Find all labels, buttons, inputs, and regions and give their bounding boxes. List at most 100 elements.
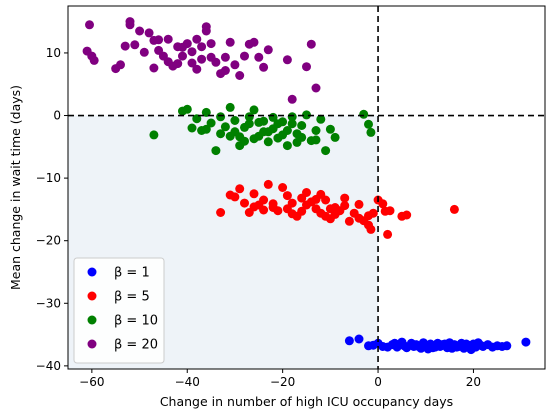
data-point bbox=[225, 102, 235, 112]
data-point bbox=[139, 47, 149, 57]
data-point bbox=[330, 132, 340, 142]
data-point bbox=[216, 208, 226, 217]
data-point bbox=[116, 60, 125, 70]
data-point bbox=[201, 22, 211, 32]
data-point bbox=[206, 52, 216, 62]
series-4 bbox=[82, 17, 321, 104]
data-point bbox=[268, 199, 278, 209]
data-point bbox=[187, 47, 197, 57]
data-point bbox=[244, 112, 254, 122]
legend-label-beta-10: β = 10 bbox=[114, 314, 158, 329]
data-point bbox=[302, 110, 311, 120]
data-point bbox=[249, 202, 259, 212]
data-point bbox=[273, 206, 283, 216]
series-2 bbox=[216, 179, 459, 239]
data-point bbox=[230, 192, 240, 202]
data-point bbox=[385, 206, 395, 216]
data-point bbox=[244, 119, 254, 129]
data-point bbox=[206, 39, 216, 49]
y-axis-ticks: −40 −30 −20 −10 0 10 bbox=[36, 46, 68, 373]
data-point bbox=[340, 193, 350, 203]
legend-label-beta-5: β = 5 bbox=[114, 290, 150, 305]
series-1 bbox=[344, 334, 531, 355]
data-point bbox=[178, 42, 187, 52]
data-point bbox=[321, 211, 331, 221]
data-point bbox=[273, 133, 283, 143]
data-point bbox=[321, 146, 331, 156]
data-point bbox=[292, 137, 302, 147]
data-point bbox=[254, 52, 264, 62]
data-point bbox=[259, 116, 269, 126]
data-point bbox=[206, 118, 216, 128]
data-point bbox=[302, 200, 311, 210]
data-point bbox=[85, 20, 94, 30]
data-point bbox=[235, 184, 245, 194]
data-point bbox=[235, 71, 245, 80]
data-point bbox=[282, 141, 292, 151]
data-point bbox=[354, 213, 364, 223]
data-point bbox=[144, 28, 154, 38]
data-point bbox=[354, 199, 364, 209]
data-point bbox=[163, 34, 173, 44]
plot-frame bbox=[67, 5, 546, 370]
data-point bbox=[287, 94, 297, 104]
data-point bbox=[282, 55, 292, 65]
data-point bbox=[344, 216, 354, 226]
data-point bbox=[502, 341, 512, 351]
x-axis-label: Change in number of high ICU occupancy d… bbox=[160, 394, 453, 409]
data-point bbox=[461, 339, 471, 349]
data-point bbox=[211, 146, 221, 156]
data-point bbox=[302, 188, 311, 197]
data-point bbox=[240, 198, 249, 208]
data-point bbox=[249, 37, 259, 47]
data-point bbox=[263, 179, 273, 189]
data-point bbox=[163, 57, 173, 67]
data-point bbox=[306, 39, 316, 49]
data-point bbox=[282, 126, 292, 135]
data-point bbox=[259, 205, 269, 215]
data-point bbox=[452, 342, 462, 352]
data-point bbox=[220, 66, 230, 75]
data-point bbox=[216, 129, 226, 139]
data-point bbox=[311, 135, 321, 145]
data-point bbox=[263, 45, 273, 55]
data-point bbox=[192, 34, 202, 44]
data-point bbox=[449, 204, 459, 214]
x-tick-label: 20 bbox=[466, 375, 481, 389]
legend-marker-beta-1 bbox=[87, 267, 97, 277]
data-point bbox=[325, 124, 335, 134]
data-point bbox=[366, 127, 376, 137]
data-point bbox=[235, 132, 245, 142]
data-point bbox=[192, 64, 202, 74]
data-point bbox=[154, 35, 164, 45]
data-point bbox=[414, 342, 424, 351]
y-axis-label: Mean change in wait time (days) bbox=[8, 85, 23, 290]
data-point bbox=[201, 107, 211, 117]
x-axis-ticks: −60 −40 −20 0 20 bbox=[79, 369, 481, 389]
data-point bbox=[378, 199, 388, 209]
legend-box bbox=[73, 257, 165, 364]
data-point bbox=[263, 137, 273, 147]
data-point bbox=[297, 206, 307, 216]
legend: β = 1 β = 5 β = 10 β = 20 bbox=[73, 257, 165, 364]
data-point bbox=[287, 119, 297, 129]
data-point bbox=[354, 334, 364, 344]
data-point bbox=[187, 58, 197, 68]
data-point bbox=[135, 26, 145, 36]
data-point bbox=[173, 59, 183, 69]
data-point bbox=[178, 51, 187, 61]
legend-marker-beta-20 bbox=[87, 339, 97, 349]
data-point bbox=[120, 41, 130, 51]
data-point bbox=[192, 114, 202, 124]
data-point bbox=[402, 210, 412, 220]
data-points-layer bbox=[82, 17, 531, 355]
data-point bbox=[302, 62, 311, 72]
data-point bbox=[240, 51, 249, 61]
data-point bbox=[230, 116, 240, 125]
y-tick-label: −10 bbox=[36, 171, 61, 185]
data-point bbox=[311, 83, 321, 93]
legend-marker-beta-5 bbox=[87, 291, 97, 301]
data-point bbox=[254, 131, 264, 141]
x-tick-label: 0 bbox=[374, 375, 382, 389]
